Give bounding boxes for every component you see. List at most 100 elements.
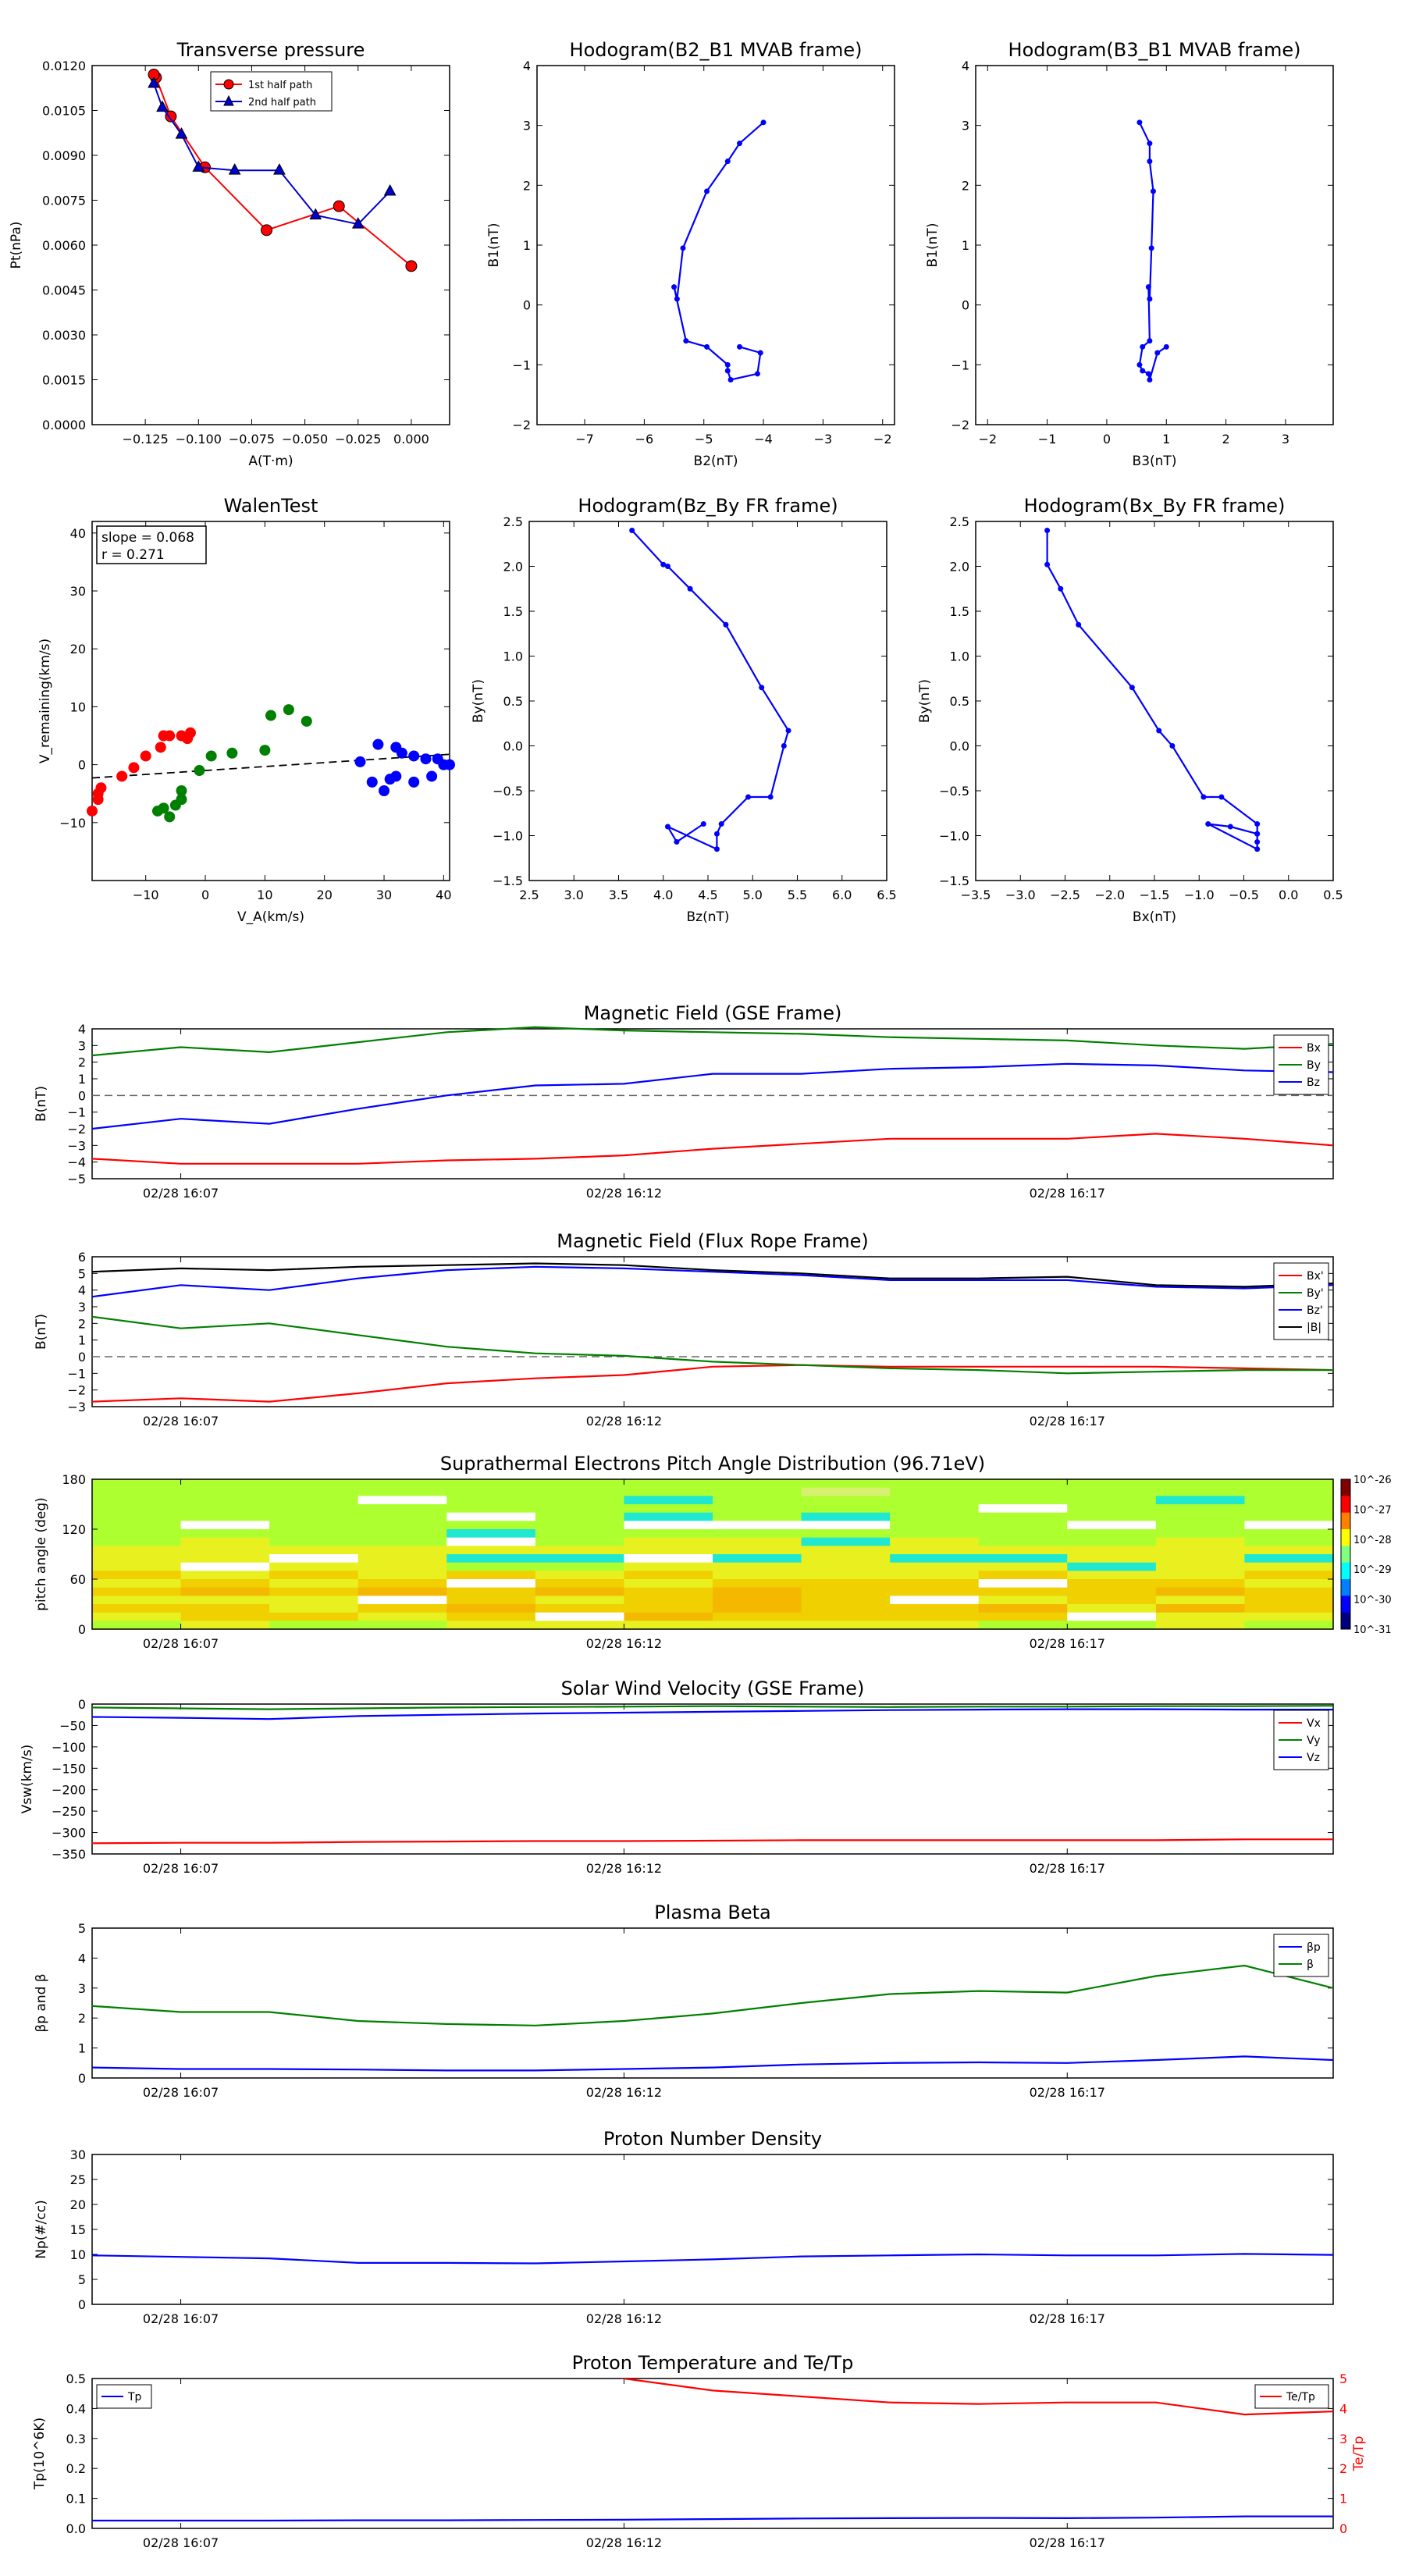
colorbar-segment <box>1341 1596 1350 1614</box>
heatmap-cell <box>180 1504 270 1514</box>
x-tick-label: −2.5 <box>1050 888 1080 902</box>
y-tick-label: 1.5 <box>950 604 969 619</box>
heatmap-cell <box>890 1554 980 1564</box>
heatmap-cell <box>446 1487 536 1496</box>
heatmap-cell <box>269 1529 359 1539</box>
heatmap-cell <box>180 1579 270 1589</box>
y-tick-label: 1 <box>523 238 531 253</box>
heatmap-cell <box>357 1512 447 1521</box>
data-point-triangle <box>175 127 188 139</box>
scatter-point <box>226 747 238 759</box>
y-tick-label: 4 <box>962 59 969 73</box>
heatmap-cell <box>357 1579 447 1589</box>
plot-frame <box>91 1028 1334 1179</box>
heatmap-cell <box>801 1587 891 1596</box>
x-tick-label: −3.0 <box>1005 888 1036 902</box>
heatmap-cell <box>1155 1571 1246 1580</box>
y-tick-label: 4 <box>78 1951 86 1966</box>
y-axis-label: B(nT) <box>34 1314 49 1350</box>
x-tick-label: 0 <box>201 888 209 902</box>
scatter-point <box>366 776 378 788</box>
heatmap-cell <box>1155 1546 1246 1555</box>
scatter-point <box>301 715 312 727</box>
y-tick-label: 20 <box>70 2197 86 2212</box>
y2-tick-label: 4 <box>1339 2401 1347 2416</box>
heatmap-cell <box>1067 1487 1157 1496</box>
y-axis-label: V_remaining(km/s) <box>37 639 53 763</box>
heatmap-cell <box>180 1479 270 1489</box>
heatmap-cell <box>978 1546 1068 1555</box>
colorbar-frame <box>1340 1478 1351 1630</box>
transverse-pressure-chart: Transverse pressure −0.125 −0.100 −0.075 −0.… <box>9 39 450 469</box>
scatter-point <box>158 802 169 814</box>
heatmap-cell <box>890 1521 980 1530</box>
legend-marker <box>223 79 234 90</box>
x-tick-label: 6.5 <box>877 888 896 902</box>
scatter-point <box>265 710 276 721</box>
x-tick-label: 02/28 16:17 <box>1030 2085 1105 2100</box>
heatmap-cell <box>535 1587 625 1596</box>
x-tick-label: 02/28 16:12 <box>586 1414 662 1429</box>
heatmap-cell <box>1155 1604 1246 1614</box>
y-axis-label: Np(#/cc) <box>34 2200 49 2258</box>
legend-label: Vz <box>1307 1752 1320 1764</box>
heatmap-cell <box>446 1579 536 1589</box>
y-tick-label: 5 <box>78 2272 86 2287</box>
y-tick-label: 0.0 <box>950 739 969 754</box>
pitch-angle-heatmap: Suprathermal Electrons Pitch Angle Distr… <box>34 1453 1392 1651</box>
y-tick-label: −4 <box>67 1155 86 1170</box>
heatmap-cell <box>357 1487 447 1496</box>
heatmap-cell <box>890 1487 980 1496</box>
heatmap-cell <box>446 1496 536 1505</box>
walen-test-chart: WalenTest −10 0 10 20 30 40 −10 0 10 20 30 40 V_A(km/… <box>37 495 455 925</box>
heatmap-cell <box>978 1596 1068 1605</box>
series-line-By <box>91 1026 1334 1057</box>
legend-right: Te/Tp <box>1254 2384 1329 2409</box>
x-tick-label: −0.5 <box>1229 888 1259 902</box>
x-tick-label: 02/28 16:07 <box>143 1186 219 1201</box>
heatmap-cell <box>1067 1537 1157 1546</box>
heatmap-cell <box>1155 1596 1246 1605</box>
heatmap-cell <box>180 1596 270 1605</box>
scatter-point <box>87 805 98 817</box>
plot-frame <box>975 521 1334 881</box>
heatmap-cell <box>1244 1496 1334 1505</box>
y-tick-label: 4 <box>78 1283 86 1298</box>
scatter-point <box>155 742 166 753</box>
heatmap-cell <box>446 1529 536 1539</box>
y-tick-label: 0 <box>78 1622 86 1637</box>
heatmap-cell <box>1155 1554 1246 1564</box>
heatmap-cell <box>269 1537 359 1546</box>
heatmap-cell <box>92 1479 182 1489</box>
timeseries-chart-beta: Plasma Beta 02/28 16:07 02/28 16:12 02/28 1… <box>34 1902 1334 2100</box>
legend-label: βp <box>1307 1941 1321 1954</box>
heatmap-cell <box>1155 1621 1246 1630</box>
heatmap-cell <box>269 1554 359 1564</box>
heatmap-cell <box>269 1487 359 1496</box>
chart-title: Hodogram(B3_B1 MVAB frame) <box>1008 39 1301 61</box>
y-tick-label: 0 <box>78 2071 86 2086</box>
x-tick-label: 02/28 16:17 <box>1030 1636 1105 1651</box>
heatmap-cell <box>535 1504 625 1514</box>
x-tick-label: 5.0 <box>743 888 763 902</box>
heatmap-cell <box>1244 1587 1334 1596</box>
heatmap-cell <box>269 1571 359 1580</box>
y-axis-label: Tp(10^6K) <box>32 2418 48 2490</box>
x-axis-label: Bx(nT) <box>1133 909 1176 925</box>
heatmap-cell <box>890 1537 980 1546</box>
hodogram-point <box>664 564 670 569</box>
heatmap-cell <box>92 1579 182 1589</box>
y-tick-label: 2.0 <box>950 560 969 575</box>
scatter-point <box>205 750 217 762</box>
heatmap-cell <box>92 1504 182 1514</box>
heatmap-cell <box>801 1504 891 1514</box>
heatmap-cell <box>978 1587 1068 1596</box>
y2-tick-label: 2 <box>1339 2461 1347 2476</box>
heatmap-cell <box>1155 1487 1246 1496</box>
heatmap-cell <box>713 1571 802 1580</box>
y-tick-label: 0.0000 <box>42 418 86 432</box>
heatmap-cell <box>446 1537 536 1546</box>
scatter-point <box>116 770 128 782</box>
heatmap-cell <box>1067 1479 1157 1489</box>
